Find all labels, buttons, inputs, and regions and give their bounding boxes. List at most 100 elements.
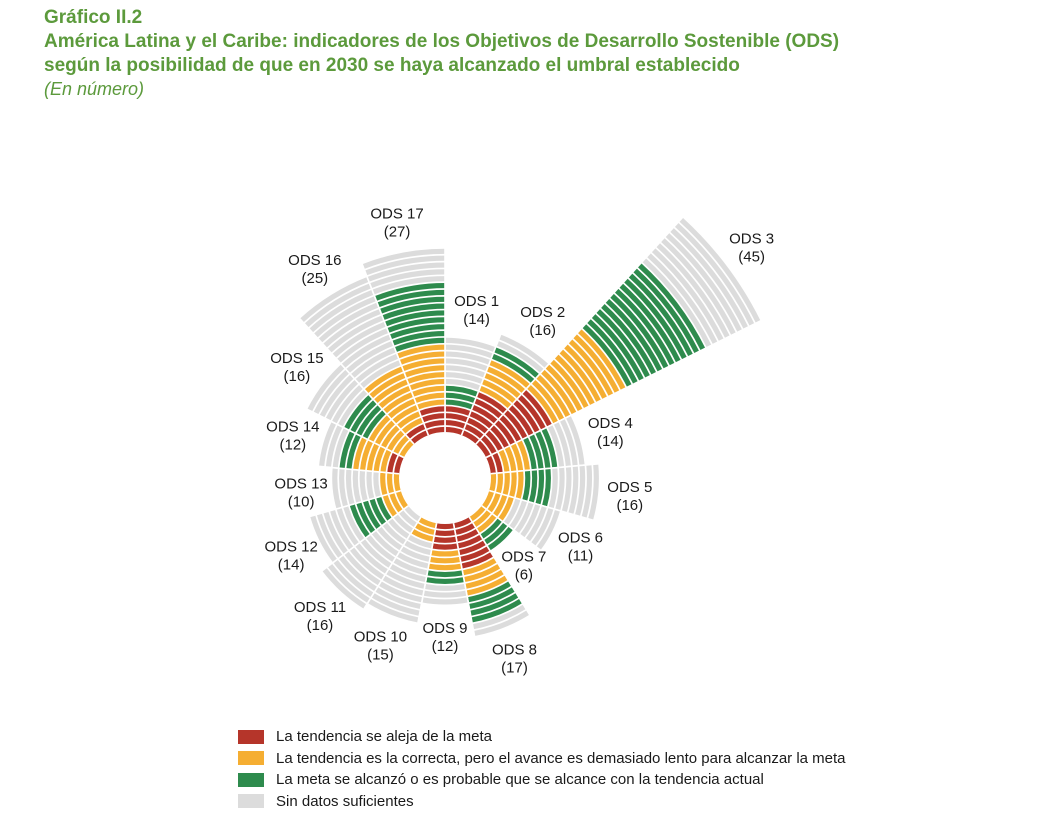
label-ods-11: ODS 11 [294, 599, 346, 616]
unit-ods-16-16 [341, 334, 392, 369]
unit-ods-7-5 [483, 522, 508, 545]
unit-ods-5-11 [555, 466, 565, 511]
chart-title-line-2: según la posibilidad de que en 2030 se h… [44, 55, 740, 76]
chart-labels: ODS 1(14) ODS 2(16)ODS 3(45)ODS 4(14)ODS … [264, 205, 774, 676]
unit-ods-1-7 [445, 385, 479, 397]
unit-ods-10-5 [403, 540, 432, 556]
unit-ods-17-25 [367, 262, 445, 282]
unit-ods-15-15 [313, 369, 350, 415]
sector-divider [298, 316, 415, 445]
unit-ods-3-14 [535, 374, 571, 418]
bar-ods-3 [475, 215, 763, 459]
segment-ods-12-sin-datos [310, 505, 365, 563]
unit-ods-17-6 [414, 392, 445, 404]
unit-ods-5-15 [581, 464, 593, 519]
unit-ods-6-7 [514, 501, 534, 534]
unit-ods-8-8 [462, 557, 498, 576]
unit-ods-17-18 [384, 310, 445, 327]
unit-ods-4-10 [541, 427, 558, 469]
unit-ods-3-28 [600, 303, 657, 376]
unit-ods-3-5 [494, 419, 516, 446]
segment-ods-13-correcta [380, 472, 401, 496]
unit-ods-5-7 [528, 469, 538, 504]
unit-ods-6-1 [481, 490, 495, 509]
unit-ods-12-12 [323, 511, 349, 555]
unit-ods-7-1 [469, 505, 486, 522]
segment-ods-17-sin-datos [362, 248, 445, 295]
legend-item-sin-datos: Sin datos suficientes [238, 791, 846, 813]
unit-ods-3-10 [517, 394, 546, 431]
unit-ods-17-3 [421, 413, 445, 423]
unit-ods-13-3 [380, 472, 388, 496]
label-ods-1: ODS 1 [454, 293, 499, 310]
unit-ods-8-7 [461, 552, 494, 569]
label-ods-8: ODS 8 [492, 641, 537, 658]
unit-ods-16-2 [405, 423, 426, 439]
unit-ods-4-4 [504, 446, 517, 472]
unit-ods-17-12 [399, 351, 445, 365]
unit-ods-6-10 [530, 507, 554, 546]
unit-ods-8-4 [457, 534, 483, 549]
label-ods-4: ODS 4 [588, 415, 633, 432]
segment-ods-17-aleja [419, 406, 445, 436]
unit-ods-3-24 [582, 323, 632, 388]
unit-ods-11-6 [376, 526, 403, 551]
chart-title-line-1: América Latina y el Caribe: indicadores … [44, 31, 840, 52]
unit-ods-17-22 [374, 283, 445, 301]
segment-ods-9-sin-datos [421, 583, 469, 605]
unit-ods-14-12 [319, 421, 337, 467]
unit-ods-3-45 [679, 217, 761, 324]
unit-ods-11-8 [365, 534, 396, 563]
bar-ods-9 [420, 523, 470, 605]
segment-ods-3-sin-datos [642, 217, 761, 348]
unit-ods-12-9 [343, 505, 365, 542]
unit-ods-2-8 [478, 385, 512, 409]
unit-ods-16-15 [345, 340, 394, 374]
unit-ods-5-9 [541, 468, 551, 507]
unit-ods-13-8 [345, 468, 355, 506]
unit-ods-2-10 [483, 372, 521, 399]
unit-ods-3-20 [563, 344, 608, 400]
figure-number: Gráfico II.2 [44, 7, 143, 28]
segment-ods-14-alcanzo [339, 430, 361, 470]
label-ods-3: ODS 3 [729, 230, 774, 247]
total-ods-16: (25) [301, 270, 328, 287]
legend-item-aleja: La tendencia se aleja de la meta [238, 726, 846, 748]
label-ods-15: ODS 15 [270, 350, 323, 367]
unit-ods-11-10 [354, 542, 389, 574]
unit-ods-8-5 [458, 540, 487, 556]
unit-ods-10-8 [392, 557, 428, 576]
segment-ods-2-aleja [461, 391, 508, 445]
unit-ods-8-15 [471, 598, 523, 623]
sector-divider [489, 489, 562, 512]
segment-ods-16-correcta [364, 366, 424, 434]
unit-ods-11-12 [344, 551, 382, 586]
unit-ods-10-15 [367, 598, 419, 623]
unit-ods-16-9 [373, 379, 409, 404]
unit-ods-9-3 [433, 536, 457, 543]
unit-ods-5-2 [495, 472, 503, 494]
unit-ods-11-15 [327, 563, 371, 604]
total-ods-7: (6) [515, 567, 533, 584]
unit-ods-13-6 [359, 470, 368, 502]
unit-ods-6-4 [498, 496, 514, 522]
unit-ods-3-8 [508, 404, 534, 437]
unit-ods-4-8 [529, 433, 544, 470]
legend-item-alcanzo: La meta se alcanzó o es probable que se … [238, 769, 846, 791]
unit-ods-10-13 [374, 586, 422, 610]
unit-ods-14-10 [332, 427, 349, 469]
sector-divider [452, 523, 470, 605]
unit-ods-2-6 [473, 398, 503, 419]
unit-ods-15-8 [356, 404, 382, 437]
segment-ods-10-correcta [410, 517, 437, 542]
unit-ods-8-2 [454, 522, 476, 536]
unit-ods-2-15 [496, 340, 545, 374]
segment-ods-14-aleja [387, 452, 404, 474]
unit-ods-4-9 [535, 430, 551, 469]
unit-ods-4-1 [486, 455, 496, 474]
unit-ods-10-7 [396, 552, 429, 569]
unit-ods-3-4 [489, 425, 510, 449]
legend-swatch-aleja [238, 729, 264, 744]
unit-ods-4-5 [510, 442, 524, 472]
segment-ods-13-sin-datos [332, 467, 381, 509]
